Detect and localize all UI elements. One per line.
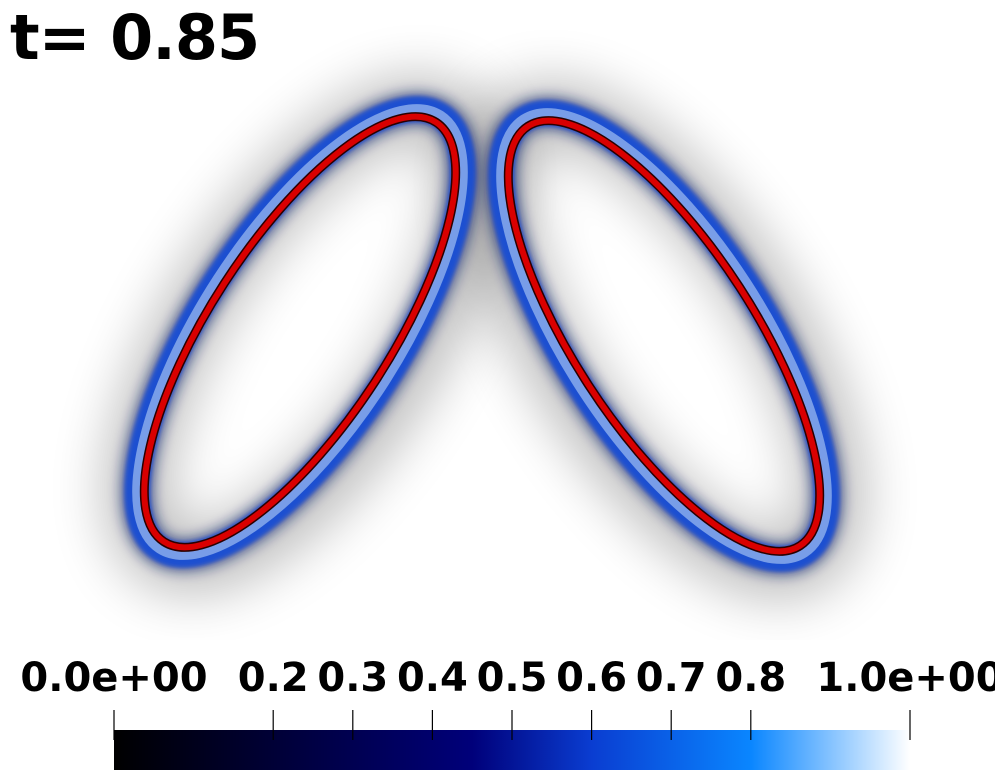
- colorbar-tick-label: 0.6: [556, 655, 628, 701]
- colorbar-tick-label: 0.0e+00: [20, 655, 208, 701]
- colorbar-tick-label: 0.5: [476, 655, 548, 701]
- colorbar-graphic: [113, 710, 911, 770]
- vortex-ring-right: [484, 96, 844, 576]
- colorbar-tick-label: 0.4: [396, 655, 468, 701]
- colorbar-tick-label: 0.8: [715, 655, 787, 701]
- colorbar-ticks: [113, 710, 911, 740]
- vortex-ring-left: [120, 92, 480, 572]
- vortex-ring-render: [107, 77, 863, 598]
- colorbar-tick-label: 0.7: [635, 655, 707, 701]
- colorbar-tick-label: 0.3: [317, 655, 389, 701]
- time-annotation: t= 0.85: [10, 1, 260, 74]
- colorbar-tick-label: 1.0e+00: [816, 655, 995, 701]
- colorbar: 0.0e+00 0.2 0.3 0.4 0.5 0.6 0.7 0.8 1.0e+00: [0, 640, 995, 773]
- colorbar-tick-label: 0.2: [237, 655, 309, 701]
